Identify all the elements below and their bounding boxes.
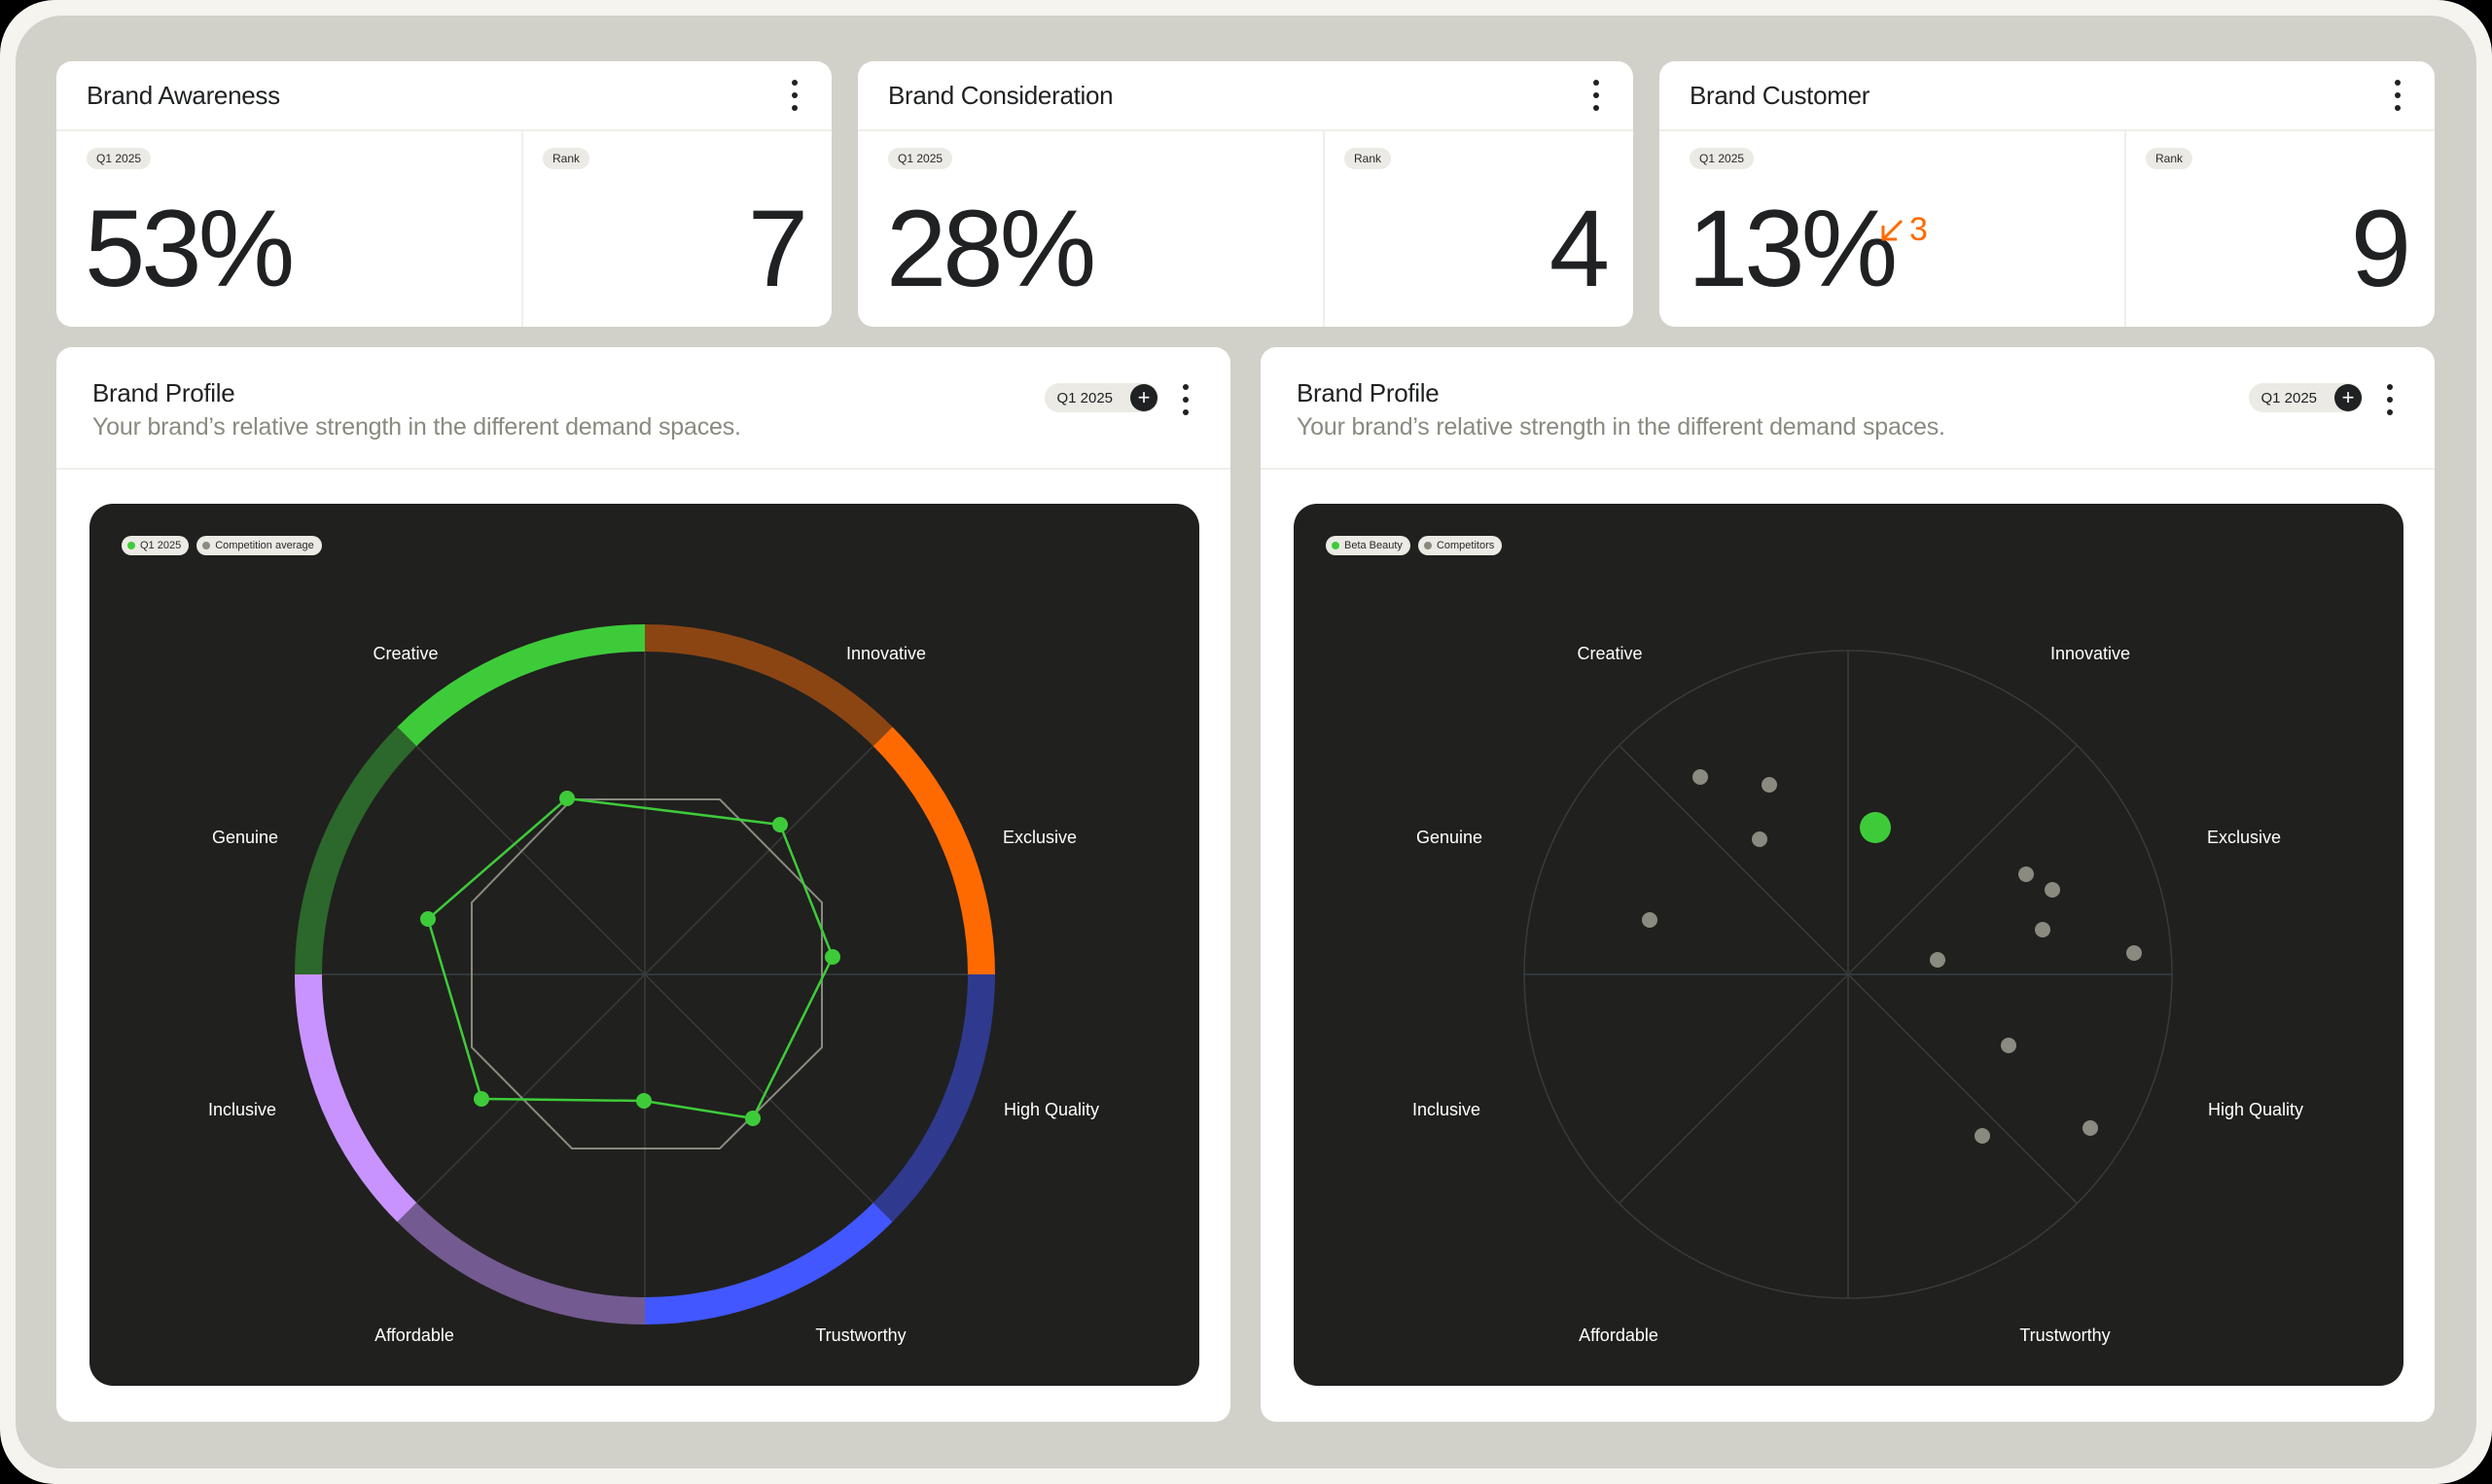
beta-beauty-point [1860, 812, 1891, 843]
axis-label-inclusive: Inclusive [208, 1100, 276, 1119]
card-title: Brand Profile [1297, 378, 1440, 407]
kpi-title: Brand Consideration [888, 80, 1114, 110]
axis-label-genuine: Genuine [212, 828, 278, 847]
more-options-icon[interactable] [785, 80, 804, 111]
ring-segment-exclusive [872, 726, 995, 974]
chart-legend: Q1 2025 Competition average [122, 536, 322, 555]
ring-segment-creative [397, 624, 645, 747]
kpi-title: Brand Awareness [87, 80, 280, 110]
axis-label-high-quality: High Quality [1004, 1100, 1099, 1119]
axis-label-exclusive: Exclusive [1003, 828, 1077, 847]
card-title: Brand Profile [92, 378, 235, 407]
q1-2025-points [420, 791, 840, 1126]
ring-segment-genuine [295, 726, 417, 974]
period-badge: Q1 2025 [888, 148, 953, 169]
ring-segment-innovative [645, 624, 893, 747]
delta-indicator: 3 [1878, 211, 1928, 249]
axis-label-exclusive: Exclusive [2207, 828, 2281, 847]
period-badge: Q1 2025 [87, 148, 152, 169]
axis-label-trustworthy: Trustworthy [815, 1325, 906, 1345]
card-subtitle: Your brand’s relative strength in the di… [1297, 413, 1945, 441]
axis-label-affordable: Affordable [1579, 1325, 1658, 1345]
rank-badge: Rank [2146, 148, 2193, 169]
legend-item[interactable]: Competitors [1417, 536, 1503, 555]
rank-value: 4 [1549, 188, 1610, 309]
axis-label-high-quality: High Quality [2208, 1100, 2303, 1119]
ring-segment-affordable [397, 1202, 645, 1325]
radar-svg: Creative Innovative Exclusive High Quali… [208, 624, 1099, 1345]
kpi-card-brand-awareness: Brand Awareness Q1 2025 53% Rank 7 [56, 61, 832, 327]
delta-value: 3 [1909, 211, 1928, 248]
rank-value: 7 [747, 188, 808, 309]
axis-label-genuine: Genuine [1416, 828, 1482, 847]
brand-profile-radar-card: Brand Profile Your brand’s relative stre… [56, 347, 1230, 1422]
scatter-svg: Creative Innovative Exclusive High Quali… [1412, 644, 2303, 1345]
card-subtitle: Your brand’s relative strength in the di… [92, 413, 741, 441]
legend-item[interactable]: Q1 2025 [122, 536, 190, 555]
period-badge: Q1 2025 [1690, 148, 1755, 169]
more-options-icon[interactable] [1176, 384, 1195, 415]
competitor-points [1642, 769, 2142, 1144]
kpi-card-brand-consideration: Brand Consideration Q1 2025 28% Rank 4 [858, 61, 1633, 327]
kpi-value: 13% [1688, 188, 1898, 309]
legend-item[interactable]: Competition average [196, 536, 322, 555]
category-ring [295, 624, 995, 1325]
arrow-down-left-icon [1881, 219, 1904, 240]
ring-segment-trustworthy [645, 1202, 893, 1325]
period-selector[interactable]: Q1 2025 + [2249, 383, 2363, 412]
more-options-icon[interactable] [1586, 80, 1606, 111]
axis-label-creative: Creative [373, 644, 438, 663]
kpi-value: 53% [85, 188, 295, 309]
chart-legend: Beta Beauty Competitors [1326, 536, 1503, 555]
plus-icon[interactable]: + [2334, 384, 2362, 411]
rank-value: 9 [2350, 188, 2411, 309]
kpi-title: Brand Customer [1690, 80, 1870, 110]
q1-2025-polygon [426, 796, 835, 1120]
period-label: Q1 2025 [2261, 389, 2317, 406]
competition-average-polygon [471, 798, 823, 1149]
axis-label-creative: Creative [1577, 644, 1642, 663]
axis-label-innovative: Innovative [2050, 644, 2130, 663]
kpi-value: 28% [886, 188, 1096, 309]
ring-segment-inclusive [295, 974, 417, 1222]
legend-item[interactable]: Beta Beauty [1326, 536, 1410, 555]
kpi-card-brand-customer: Brand Customer Q1 2025 13% 3 Rank 9 [1659, 61, 2435, 327]
rank-badge: Rank [1344, 148, 1392, 169]
more-options-icon[interactable] [2380, 384, 2400, 415]
brand-profile-scatter-card: Brand Profile Your brand’s relative stre… [1261, 347, 2435, 1422]
period-label: Q1 2025 [1056, 389, 1113, 406]
rank-badge: Rank [543, 148, 590, 169]
scatter-chart: Beta Beauty Competitors Creative Innovat… [1294, 504, 2403, 1386]
period-selector[interactable]: Q1 2025 + [1045, 383, 1158, 412]
axis-label-inclusive: Inclusive [1412, 1100, 1480, 1119]
axis-label-innovative: Innovative [846, 644, 926, 663]
axis-label-trustworthy: Trustworthy [2019, 1325, 2110, 1345]
axis-label-affordable: Affordable [374, 1325, 454, 1345]
more-options-icon[interactable] [2388, 80, 2407, 111]
radar-chart: Q1 2025 Competition average Creative Inn… [89, 504, 1199, 1386]
ring-segment-high-quality [872, 974, 995, 1222]
plus-icon[interactable]: + [1130, 384, 1157, 411]
